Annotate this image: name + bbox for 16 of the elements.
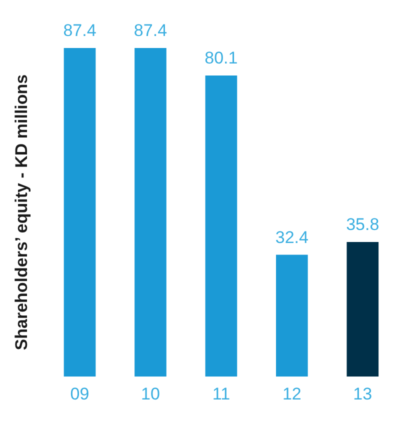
data-label: 32.4 (275, 228, 308, 247)
x-tick-label: 09 (70, 384, 90, 404)
x-tick-label: 12 (282, 384, 302, 404)
data-label: 87.4 (63, 21, 96, 40)
bar (134, 48, 166, 377)
bar (346, 242, 379, 377)
bar (276, 254, 308, 377)
data-label: 87.4 (134, 21, 168, 40)
bar (205, 75, 238, 377)
y-axis-title: Shareholders’ equity - KD millions (12, 74, 31, 350)
x-tick-label: 11 (212, 384, 230, 404)
x-tick-label: 10 (141, 384, 160, 404)
data-label: 80.1 (204, 48, 238, 68)
bar (64, 48, 96, 377)
data-label: 35.8 (346, 215, 380, 234)
x-tick-label: 13 (353, 384, 372, 404)
